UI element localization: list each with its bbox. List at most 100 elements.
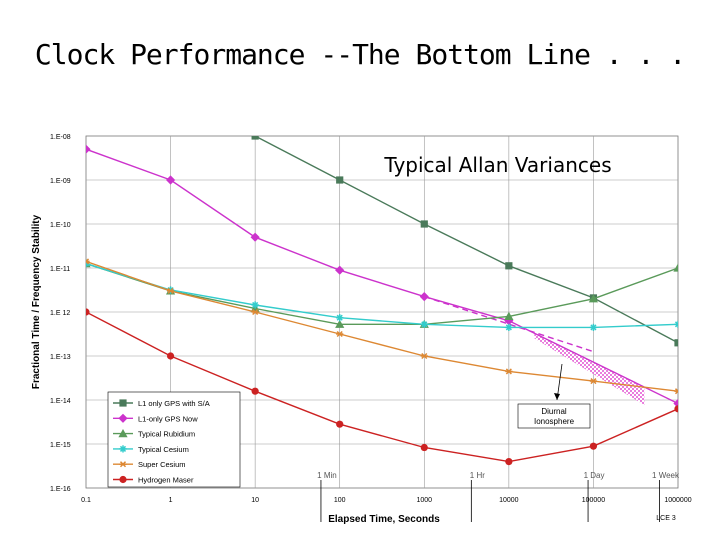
series-l1-only-gps-now: [86, 144, 678, 409]
y-axis-label: Fractional Time / Frequency Stability: [31, 214, 42, 389]
data-point-stroke: [336, 330, 343, 338]
data-point: [86, 258, 90, 265]
data-point: [505, 458, 513, 466]
legend-swatch-marker: [119, 475, 127, 484]
data-point: [589, 378, 598, 385]
y-tick-label: 1.E-09: [50, 178, 71, 185]
data-point: [165, 175, 176, 185]
legend-label: Typical Cesium: [138, 445, 189, 454]
x-tick-label: 0.1: [81, 497, 91, 504]
data-point-stroke: [505, 368, 512, 375]
time-marker-label: 1 Week: [652, 471, 680, 480]
time-marker-label: 1 Min: [317, 471, 337, 480]
data-point: [419, 292, 429, 302]
x-tick-label: 1000: [416, 497, 432, 504]
diurnal-band: [534, 333, 645, 406]
y-tick-label: 1.E-13: [50, 354, 71, 361]
data-point: [420, 320, 428, 328]
legend-swatch-marker: [119, 461, 127, 468]
data-point: [674, 320, 678, 328]
data-point: [589, 323, 598, 331]
data-point: [166, 287, 175, 294]
y-tick-label: 1.E-16: [50, 486, 71, 493]
y-tick-label: 1.E-15: [50, 442, 71, 449]
time-marker-label: 1 Hr: [470, 471, 485, 480]
data-point: [335, 319, 345, 328]
y-tick-label: 1.E-11: [50, 266, 70, 273]
data-point: [335, 265, 345, 275]
data-point: [251, 387, 259, 395]
data-point: [166, 352, 175, 360]
data-point: [336, 314, 344, 322]
x-tick-label: 10: [251, 497, 259, 504]
data-point-stroke: [252, 308, 259, 316]
time-marker-label: 1 Day: [584, 471, 605, 480]
data-point-stroke: [86, 258, 90, 263]
data-point: [674, 339, 678, 347]
series-line: [86, 262, 678, 329]
data-point: [336, 330, 344, 338]
data-point: [504, 316, 514, 326]
data-point: [250, 232, 260, 242]
legend-swatch-marker: [119, 399, 127, 407]
data-point-stroke: [674, 323, 678, 328]
series-super-cesium: [86, 258, 678, 395]
x-tick-label: 1000000: [664, 497, 691, 504]
legend-label: Super Cesium: [138, 460, 186, 469]
legend-label: L1-only GPS Now: [138, 414, 198, 423]
annotation-box: [517, 403, 591, 429]
data-point: [674, 405, 678, 413]
data-point: [588, 294, 599, 303]
data-point-stroke: [86, 260, 90, 265]
data-point: [336, 420, 344, 428]
data-point: [336, 176, 344, 184]
data-point-stroke: [86, 262, 90, 267]
legend-swatch-marker-stroke: [119, 461, 127, 468]
data-point-stroke: [421, 352, 428, 360]
legend-swatch-marker: [118, 429, 128, 438]
y-tick-label: 1.E-14: [50, 398, 71, 405]
data-point: [505, 262, 513, 270]
series-layer: [86, 136, 678, 466]
series-line: [86, 260, 678, 392]
annotation-arrowhead: [554, 393, 560, 400]
y-tick-label: 1.E-10: [50, 222, 71, 229]
diurnal-ionosphere-annotation: Diurnal Ionosphere: [517, 363, 591, 429]
series-line: [86, 311, 678, 463]
data-point: [589, 442, 598, 450]
data-point: [251, 301, 259, 309]
legend-box: [107, 391, 241, 488]
series-hydrogen-maser: [86, 308, 678, 466]
legend-label: Hydrogen Maser: [138, 476, 194, 485]
data-point: [251, 136, 259, 140]
x-tick-label: 1: [169, 497, 173, 504]
ticks-layer: 0.1 1 10 100 1000 10000 100000 1000000 1.E-16 1.E…: [50, 134, 692, 504]
data-point: [251, 308, 259, 316]
data-point: [673, 263, 678, 272]
data-point: [504, 311, 514, 320]
data-point: [420, 352, 428, 360]
annotation-line-1: Diurnal: [541, 407, 567, 416]
x-tick-label: 100000: [582, 497, 605, 504]
annotation-line-2: Ionosphere: [534, 417, 575, 426]
data-point: [86, 308, 90, 316]
data-point: [674, 388, 678, 395]
data-point-stroke: [674, 321, 678, 326]
x-axis-label: Elapsed Time, Seconds: [328, 514, 440, 525]
x-tick-label: 100: [334, 497, 346, 504]
data-point-stroke: [167, 287, 174, 294]
footer-note: LCE 3: [656, 515, 676, 522]
y-tick-label: 1.E 12: [50, 310, 70, 317]
data-point-stroke: [674, 388, 678, 393]
data-point: [420, 443, 428, 452]
legend: L1 only GPS with S/A L1-only GPS Now Typic…: [107, 391, 241, 488]
data-point-stroke: [674, 390, 678, 395]
legend-label: Typical Rubidium: [138, 430, 195, 439]
data-point: [505, 368, 513, 375]
data-point: [505, 323, 513, 331]
legend-swatch-marker: [118, 413, 128, 423]
data-point: [86, 144, 91, 154]
slide-title: Clock Performance --The Bottom Line . . …: [34, 38, 686, 71]
legend-swatch-marker: [119, 445, 127, 453]
